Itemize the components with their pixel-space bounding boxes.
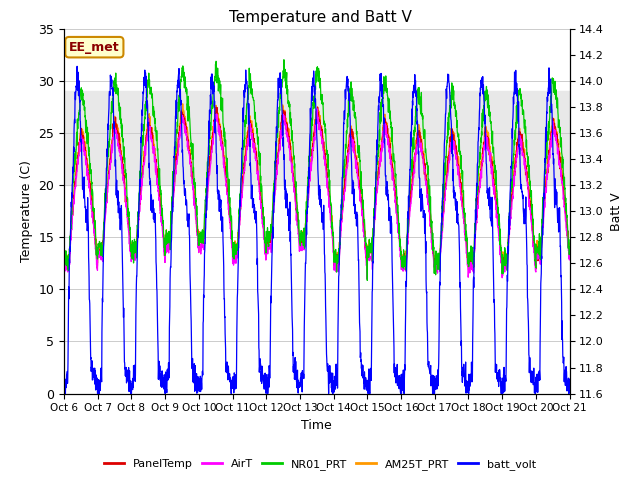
Bar — [64, 91, 570, 185]
Text: Temperature and Batt V: Temperature and Batt V — [228, 10, 412, 24]
Y-axis label: Batt V: Batt V — [610, 192, 623, 230]
Text: EE_met: EE_met — [69, 41, 120, 54]
Legend: PanelTemp, AirT, NR01_PRT, AM25T_PRT, batt_volt: PanelTemp, AirT, NR01_PRT, AM25T_PRT, ba… — [100, 455, 540, 474]
Y-axis label: Temperature (C): Temperature (C) — [20, 160, 33, 262]
X-axis label: Time: Time — [301, 419, 332, 432]
